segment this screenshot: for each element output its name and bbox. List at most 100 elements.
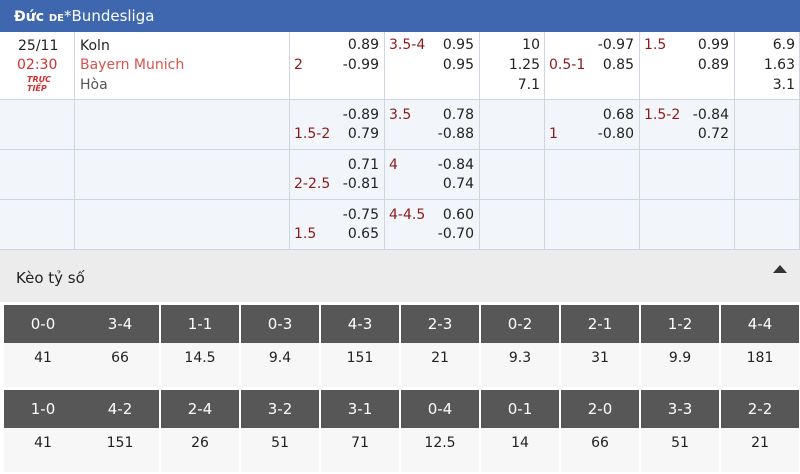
league: *Bundesliga bbox=[64, 7, 155, 25]
line: 3.5 bbox=[389, 107, 412, 123]
collapse-toggle[interactable] bbox=[772, 263, 788, 275]
odd: 0.95 bbox=[442, 37, 474, 53]
score-odd: 9.4 bbox=[241, 343, 319, 387]
score-odd: 9.9 bbox=[641, 343, 719, 387]
score-label: 2-3 bbox=[401, 305, 479, 343]
odd: -0.75 bbox=[342, 207, 379, 223]
odds-cell bbox=[640, 32, 735, 100]
odds-cell bbox=[735, 100, 800, 150]
result-odd: 1.63 bbox=[763, 57, 795, 73]
odd: 0.79 bbox=[347, 126, 379, 142]
odds-cell bbox=[480, 32, 545, 100]
odds-cell bbox=[480, 200, 545, 250]
score-odd: 9.3 bbox=[481, 343, 559, 387]
score-label: 1-1 bbox=[161, 305, 239, 343]
odd: -0.88 bbox=[437, 126, 474, 142]
score-label: 4-3 bbox=[321, 305, 399, 343]
odds-cell bbox=[385, 32, 480, 100]
odds-cell bbox=[0, 100, 75, 150]
line: 2-2.5 bbox=[294, 176, 331, 192]
line: 0.5-1 bbox=[549, 57, 586, 73]
home-team: Koln bbox=[80, 38, 110, 54]
score-label: 4-4 bbox=[721, 305, 799, 343]
result-odd: 6.9 bbox=[772, 37, 795, 53]
odd: 0.60 bbox=[442, 207, 474, 223]
odd: 0.74 bbox=[442, 176, 474, 192]
score-label: 2-0 bbox=[561, 390, 639, 428]
score-odd: 21 bbox=[721, 428, 799, 472]
odds-cell bbox=[0, 200, 75, 250]
odd: -0.84 bbox=[692, 107, 729, 123]
odds-cell bbox=[545, 32, 640, 100]
odds-cell bbox=[290, 32, 385, 100]
score-label: 0-4 bbox=[401, 390, 479, 428]
away-team: Bayern Munich bbox=[80, 57, 185, 73]
score-label: 0-0 bbox=[4, 305, 82, 343]
odds-cell bbox=[75, 100, 290, 150]
score-odd: 14 bbox=[481, 428, 559, 472]
odds-cell bbox=[290, 100, 385, 150]
odd: 0.89 bbox=[697, 57, 729, 73]
score-section-title: Kèo tỷ số bbox=[16, 269, 85, 287]
odds-cell bbox=[545, 150, 640, 200]
line: 2 bbox=[294, 57, 303, 73]
league-bar bbox=[0, 0, 800, 32]
score-label: 0-1 bbox=[481, 390, 559, 428]
odd: 0.78 bbox=[442, 107, 474, 123]
score-odd: 41 bbox=[4, 428, 82, 472]
odd: -0.99 bbox=[342, 57, 379, 73]
country-code: DE bbox=[48, 13, 65, 24]
odds-cell bbox=[480, 100, 545, 150]
score-label: 0-3 bbox=[241, 305, 319, 343]
score-label: 2-1 bbox=[561, 305, 639, 343]
odds-cell bbox=[545, 200, 640, 250]
odds-cell bbox=[735, 200, 800, 250]
odd: -0.97 bbox=[597, 37, 634, 53]
odds-cell bbox=[0, 150, 75, 200]
league-title: Đức DE*Bundesliga bbox=[14, 7, 154, 25]
score-odd: 14.5 bbox=[161, 343, 239, 387]
score-label: 1-2 bbox=[641, 305, 719, 343]
result-odd: 10 bbox=[522, 37, 540, 53]
line: 4-4.5 bbox=[389, 207, 426, 223]
odds-cell bbox=[0, 32, 75, 100]
odds-cell bbox=[640, 100, 735, 150]
score-odd: 66 bbox=[81, 343, 159, 387]
score-label: 0-2 bbox=[481, 305, 559, 343]
score-odd: 51 bbox=[241, 428, 319, 472]
odds-cell bbox=[480, 150, 545, 200]
score-label: 2-2 bbox=[721, 390, 799, 428]
score-odd: 12.5 bbox=[401, 428, 479, 472]
odd: 0.71 bbox=[347, 157, 379, 173]
score-odd: 21 bbox=[401, 343, 479, 387]
score-label: 1-0 bbox=[4, 390, 82, 428]
score-odd: 41 bbox=[4, 343, 82, 387]
odd: -0.80 bbox=[597, 126, 634, 142]
line: 1.5-2 bbox=[644, 107, 681, 123]
odd: -0.81 bbox=[342, 176, 379, 192]
score-label: 3-4 bbox=[81, 305, 159, 343]
line: 1.5-2 bbox=[294, 126, 331, 142]
odd: 0.89 bbox=[347, 37, 379, 53]
score-odd: 31 bbox=[561, 343, 639, 387]
odd: -0.84 bbox=[437, 157, 474, 173]
match-date: 25/11 bbox=[18, 38, 59, 54]
result-odd: 1.25 bbox=[508, 57, 540, 73]
odd: 0.68 bbox=[602, 107, 634, 123]
odds-cell bbox=[735, 150, 800, 200]
odd: 0.95 bbox=[442, 57, 474, 73]
score-label: 3-3 bbox=[641, 390, 719, 428]
odds-cell bbox=[385, 150, 480, 200]
odds-cell bbox=[290, 200, 385, 250]
odds-cell bbox=[290, 150, 385, 200]
score-section-bar bbox=[0, 250, 800, 302]
score-label: 4-2 bbox=[81, 390, 159, 428]
odd: 0.65 bbox=[347, 226, 379, 242]
odd: 0.99 bbox=[697, 37, 729, 53]
odds-cell bbox=[75, 150, 290, 200]
result-odd: 3.1 bbox=[772, 77, 795, 93]
odds-cell bbox=[735, 32, 800, 100]
odd: 0.85 bbox=[602, 57, 634, 73]
score-odd: 151 bbox=[321, 343, 399, 387]
